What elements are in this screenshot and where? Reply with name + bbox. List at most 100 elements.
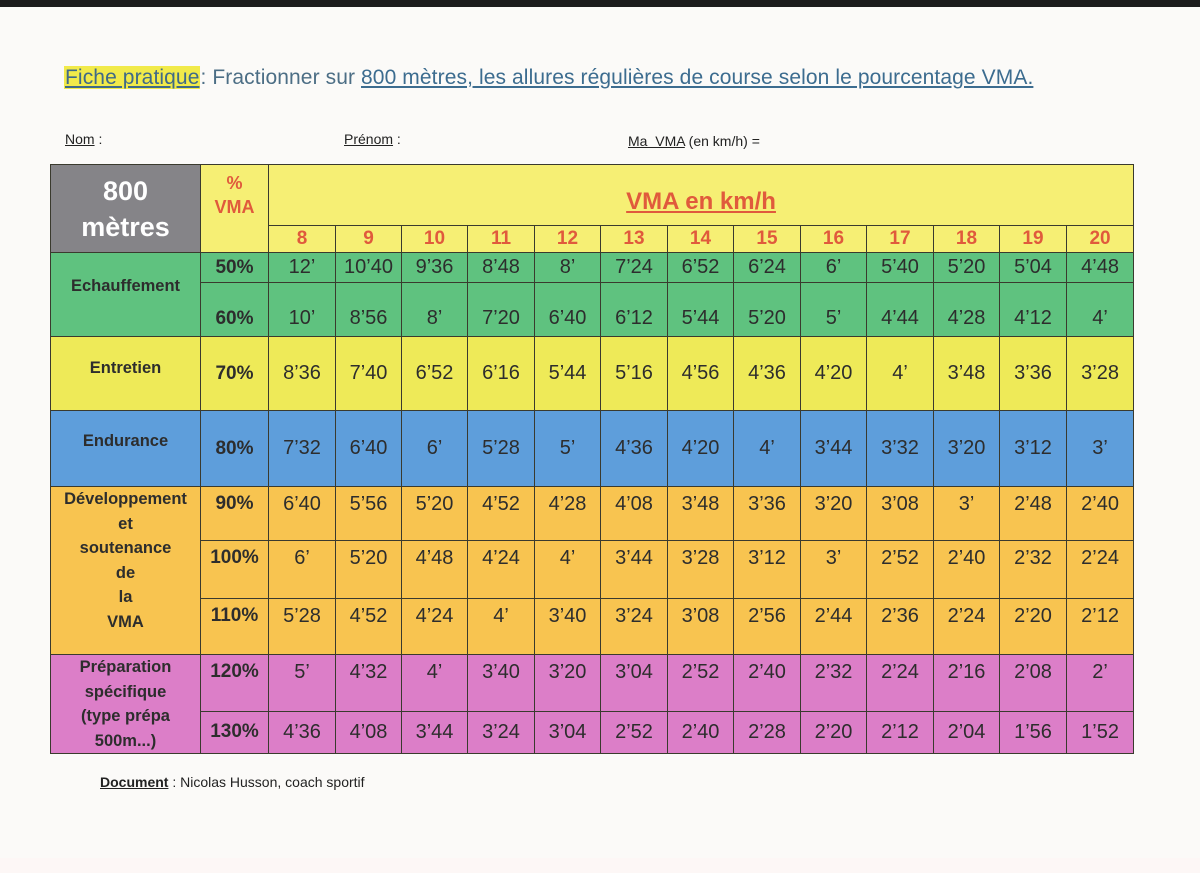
vma-unit: (en km/h) = [684,133,760,149]
distance-value: 800 [102,175,149,206]
category-label-line: la [118,588,133,606]
table-row: Développement et soutenance de la VMA 90% 6’40 5… [50,486,1135,655]
pace-cell: 3’20 [800,486,867,541]
pace-cell: 3’36 [733,486,801,541]
pace-cell: 2’20 [999,598,1067,655]
speed-header: 15 [733,225,801,253]
vma-kmh-title: VMA en km/h [626,188,776,215]
pace-cell: 2’40 [933,540,1000,599]
table-row: 60% 10’ 8’56 8’ 7’20 6’40 6’12 5’44 5’20 5’ 4’44 4’… [51,282,1135,337]
pace-cell: 6’12 [600,282,668,337]
category-label-line: (type prépa [81,707,170,725]
document-credit: Document : Nicolas Husson, coach sportif [100,774,365,790]
pace-cell: 12’ [268,252,336,283]
prenom-field: Prénom : [344,131,401,147]
pace-cell: 6’ [268,540,336,599]
speed-header: 11 [467,225,535,253]
nom-label: Nom [65,131,95,147]
speed-header: 20 [1065,225,1135,253]
pace-cell: 2’48 [999,486,1067,541]
pace-cell: 3’ [800,540,867,599]
pace-cell: 3’24 [600,598,668,655]
pace-cell: 4’24 [401,598,468,655]
pace-cell: 4’08 [600,486,668,541]
pace-cell: 3’08 [667,598,734,655]
pace-cell: 6’ [800,252,867,283]
pace-cell: 10’ [268,282,336,337]
pace-cell: 3’40 [467,654,535,712]
speed-header: 9 [335,225,402,253]
pace-cell: 3’08 [866,486,934,541]
pace-cell: 5’04 [999,252,1067,283]
pace-cell: 3’44 [800,410,867,487]
pace-cell: 4’ [866,336,934,411]
title-distance: 800 mètres, [361,66,474,89]
pace-cell: 6’40 [268,486,336,541]
pace-cell: 3’20 [534,654,601,712]
pace-cell: 5’16 [600,336,668,411]
title-separator: : Fractionner sur [200,66,362,89]
pace-cell: 3’28 [1065,336,1135,411]
pace-cell: 4’24 [467,540,535,599]
pace-cell: 3’48 [667,486,734,541]
pace-cell: 3’12 [733,540,801,599]
pace-cell: 2’44 [800,598,867,655]
table-row: 110% 5’28 4’52 4’24 4’ 3’40 3’24 3’08 2’56 2’44 2’… [51,598,1135,655]
scan-edge-top [0,0,1200,7]
pace-cell: 1’52 [1065,710,1135,755]
pace-cell: 1’56 [999,710,1067,755]
pace-cell: 5’20 [933,252,1000,283]
pace-cell: 3’20 [933,410,1000,487]
speed-header: 10 [401,225,468,253]
vma-label: Ma VMA [628,133,685,149]
pace-cell: 8’ [401,282,468,337]
category-label-line: Endurance [82,432,169,451]
pace-cell: 2’32 [800,654,867,712]
pace-cell: 3’28 [667,540,734,599]
pace-cell: 4’52 [335,598,402,655]
category-label-line: Entretien [89,359,162,378]
category-entretien: Entretien [50,336,201,411]
pace-cell: 2’12 [1065,598,1135,655]
pace-cell: 4’ [401,654,468,712]
pace-cell: 2’52 [600,710,668,755]
pace-cell: 2’08 [999,654,1067,712]
table-row: Echauffement 50% 12’ 10’40 9’36 8’48 8’ 7’24 6’5… [50,252,1135,337]
speed-header: 16 [800,225,867,253]
pace-cell: 3’ [1065,410,1135,487]
category-label-line: spécifique [84,682,167,701]
pace-cell: 4’28 [534,486,601,541]
pace-cell: 5’40 [866,252,934,283]
category-endurance: Endurance [50,410,201,487]
speed-header: 18 [933,225,1000,253]
pace-cell: 2’32 [999,540,1067,599]
pace-cell: 3’40 [534,598,601,655]
pace-cell: 7’32 [268,410,336,487]
pace-cell: 5’20 [733,282,801,337]
pace-cell: 5’20 [401,486,468,541]
category-label-line: VMA [107,612,144,631]
pct-vma-header: % VMA [200,164,269,253]
pace-cell: 7’40 [335,336,402,411]
pace-cell: 2’04 [933,710,1000,755]
pace-cell: 6’40 [534,282,601,337]
pace-cell: 5’28 [268,598,336,655]
pace-cell: 4’52 [467,486,535,541]
pace-cell: 2’24 [933,598,1000,655]
pace-cell: 4’28 [933,282,1000,337]
pct-symbol: % [226,173,243,193]
category-developpement: Développement et soutenance de la VMA [50,486,201,655]
credit-label: Document [100,774,169,790]
pace-cell: 4’36 [600,410,668,487]
pct-vma-cell: 120% [200,654,269,712]
nom-field: Nom : [65,131,102,147]
pace-cell: 2’52 [866,540,934,599]
scan-edge-bottom [0,858,1200,873]
pace-cell: 4’56 [667,336,734,411]
pace-cell: 2’28 [733,710,801,755]
category-label-line: 500m...) [94,731,157,750]
pace-cell: 4’36 [733,336,801,411]
pct-vma-cell: 130% [200,710,269,755]
pace-cell: 2’24 [866,654,934,712]
pace-cell: 8’ [534,252,601,283]
